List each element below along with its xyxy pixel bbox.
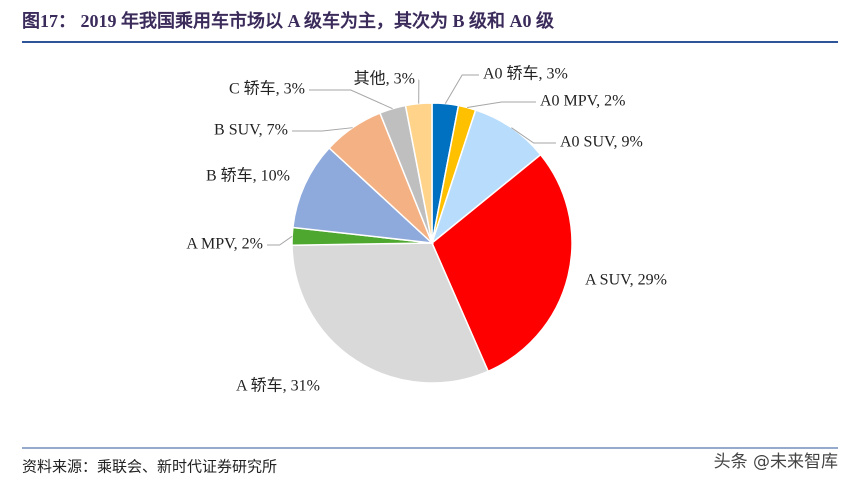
data-label: A0 SUV, 9%: [560, 134, 643, 151]
data-label: A SUV, 29%: [585, 272, 667, 289]
data-label: A 轿车, 31%: [236, 377, 320, 395]
data-label: 其他, 3%: [354, 70, 415, 88]
data-label: A0 轿车, 3%: [483, 65, 568, 83]
data-label: C 轿车, 3%: [229, 80, 305, 98]
watermark: 头条 @未来智库: [714, 452, 838, 472]
data-label: A0 MPV, 2%: [540, 93, 626, 110]
chart-title: 图17： 2019 年我国乘用车市场以 A 级车为主，其次为 B 级和 A0 级: [22, 10, 555, 31]
data-label: A MPV, 2%: [186, 236, 263, 253]
data-label: B 轿车, 10%: [206, 167, 290, 185]
source-note: 资料来源：乘联会、新时代证券研究所: [22, 458, 277, 476]
data-label: B SUV, 7%: [214, 122, 288, 139]
